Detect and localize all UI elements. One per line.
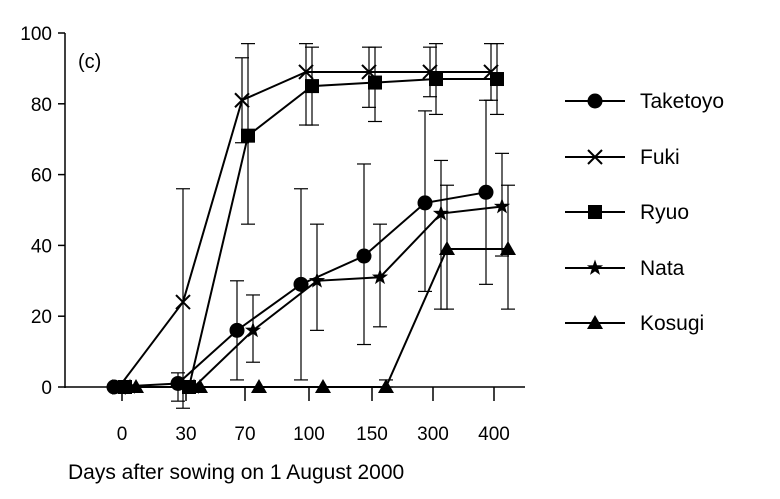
point-ryuo <box>490 72 504 87</box>
legend-marker <box>587 93 603 109</box>
point-nata <box>244 321 262 338</box>
point-taketoyo <box>293 276 309 292</box>
y-tick-label: 40 <box>31 236 52 257</box>
point-taketoyo <box>356 248 372 264</box>
x-tick-label: 30 <box>175 424 196 445</box>
legend: Taketoyo Fuki Ryuo Nata Kosugi <box>565 90 724 335</box>
point-ryuo <box>368 75 382 90</box>
point-nata <box>121 378 139 394</box>
point-nata <box>432 205 450 221</box>
legend-label: Fuki <box>640 146 680 169</box>
legend-label: Nata <box>640 257 685 280</box>
x-tick-label: 400 <box>478 424 510 445</box>
x-axis-title: Days after sowing on 1 August 2000 <box>68 461 404 484</box>
y-tick-label: 20 <box>31 307 52 328</box>
point-taketoyo <box>478 184 494 200</box>
legend-label: Ryuo <box>640 201 689 224</box>
point-nata <box>308 272 326 288</box>
legend-item-taketoyo: Taketoyo <box>565 90 724 113</box>
point-kosugi <box>315 379 331 393</box>
x-tick-label: 150 <box>356 424 388 445</box>
point-taketoyo <box>106 379 122 395</box>
y-tick-label: 100 <box>20 24 52 45</box>
series-line-nata <box>130 205 503 388</box>
legend-marker <box>587 315 603 329</box>
axes: 0 20 40 60 80 100 0 30 70 100 150 300 400 <box>20 24 525 445</box>
point-ryuo <box>241 128 255 143</box>
point-fuki <box>234 92 250 108</box>
series-nata <box>121 152 511 394</box>
legend-label: Taketoyo <box>640 90 724 113</box>
point-fuki <box>298 64 314 80</box>
point-kosugi <box>439 240 455 255</box>
series-ryuo <box>118 43 504 394</box>
point-kosugi <box>500 240 516 255</box>
legend-marker <box>587 149 603 165</box>
x-tick-label: 300 <box>417 424 449 445</box>
legend-marker <box>588 205 602 219</box>
series-line-fuki <box>118 70 491 388</box>
legend-item-fuki: Fuki <box>565 146 680 169</box>
y-tick-label: 0 <box>41 378 52 399</box>
point-nata <box>493 197 511 214</box>
legend-marker <box>586 259 604 275</box>
point-ryuo <box>429 72 443 87</box>
point-fuki <box>175 294 191 310</box>
point-ryuo <box>305 79 319 94</box>
legend-label: Kosugi <box>640 312 704 335</box>
point-kosugi <box>192 379 208 393</box>
series-layer <box>106 43 516 409</box>
y-tick-label: 80 <box>31 95 52 116</box>
legend-item-kosugi: Kosugi <box>565 312 704 335</box>
point-taketoyo <box>417 195 433 211</box>
series-fuki <box>111 43 499 409</box>
panel-label: (c) <box>78 51 101 73</box>
x-tick-label: 70 <box>234 424 255 445</box>
point-kosugi <box>378 379 394 393</box>
legend-item-ryuo: Ryuo <box>565 201 689 224</box>
point-kosugi <box>251 379 267 393</box>
series-taketoyo <box>106 99 494 402</box>
point-nata <box>371 268 389 285</box>
x-tick-label: 100 <box>293 424 325 445</box>
series-kosugi <box>128 184 516 393</box>
point-taketoyo <box>229 322 245 338</box>
legend-item-nata: Nata <box>565 257 685 280</box>
y-tick-label: 60 <box>31 166 52 187</box>
x-tick-label: 0 <box>117 424 128 445</box>
point-kosugi <box>128 379 144 393</box>
